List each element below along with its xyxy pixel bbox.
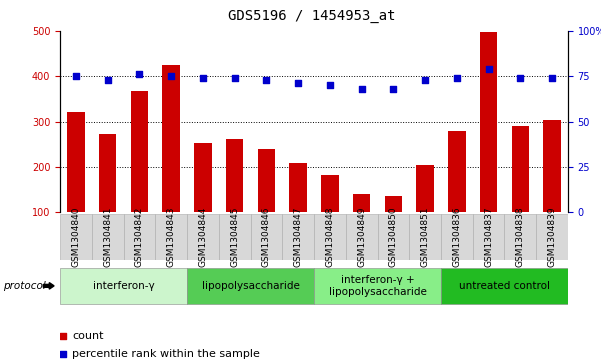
Bar [290, 163, 307, 212]
Text: GSM1304849: GSM1304849 [357, 207, 366, 267]
Point [261, 77, 271, 83]
Bar [346, 214, 377, 260]
Text: GSM1304846: GSM1304846 [262, 207, 271, 267]
Text: interferon-γ +
lipopolysaccharide: interferon-γ + lipopolysaccharide [329, 275, 427, 297]
Text: count: count [72, 331, 103, 341]
Point [71, 73, 81, 79]
Bar [60, 268, 187, 304]
Bar [155, 214, 187, 260]
Text: GSM1304842: GSM1304842 [135, 207, 144, 267]
Text: lipopolysaccharide: lipopolysaccharide [201, 281, 299, 291]
Bar [543, 120, 561, 212]
Point [325, 82, 335, 88]
Bar [162, 65, 180, 212]
Point [484, 66, 493, 72]
Bar [92, 214, 124, 260]
Text: GDS5196 / 1454953_at: GDS5196 / 1454953_at [228, 9, 396, 23]
Bar [131, 91, 148, 212]
Point [420, 77, 430, 83]
Text: GSM1304850: GSM1304850 [389, 207, 398, 267]
Bar [385, 196, 402, 212]
Point [198, 75, 208, 81]
Bar [67, 111, 85, 212]
Text: untreated control: untreated control [459, 281, 550, 291]
Bar [60, 214, 92, 260]
Text: GSM1304845: GSM1304845 [230, 207, 239, 267]
Bar [194, 143, 212, 212]
Bar [321, 175, 338, 212]
Text: GSM1304843: GSM1304843 [166, 207, 175, 267]
Point [389, 86, 398, 92]
Point [233, 289, 242, 295]
Point [233, 124, 242, 130]
Bar [99, 134, 117, 212]
Bar [219, 214, 251, 260]
Bar [353, 194, 370, 212]
Point [166, 73, 176, 79]
Text: GSM1304847: GSM1304847 [294, 207, 303, 267]
Bar [511, 126, 529, 212]
Text: protocol: protocol [3, 281, 46, 291]
Text: GSM1304844: GSM1304844 [198, 207, 207, 267]
Bar [282, 214, 314, 260]
Point [103, 77, 112, 83]
Text: GSM1304838: GSM1304838 [516, 207, 525, 267]
Text: GSM1304837: GSM1304837 [484, 207, 493, 267]
Text: GSM1304841: GSM1304841 [103, 207, 112, 267]
Text: GSM1304836: GSM1304836 [453, 207, 462, 267]
Point [548, 75, 557, 81]
Bar [536, 214, 568, 260]
Text: GSM1304851: GSM1304851 [421, 207, 430, 267]
Bar [251, 214, 282, 260]
Point [293, 81, 303, 86]
Bar [187, 214, 219, 260]
Point [357, 86, 367, 92]
Bar [480, 32, 497, 212]
Point [230, 75, 239, 81]
Bar [226, 139, 243, 212]
Bar [416, 165, 434, 212]
Bar [409, 214, 441, 260]
Text: GSM1304848: GSM1304848 [325, 207, 334, 267]
Text: GSM1304839: GSM1304839 [548, 207, 557, 267]
Bar [124, 214, 155, 260]
Text: percentile rank within the sample: percentile rank within the sample [72, 349, 260, 359]
Bar [441, 268, 568, 304]
Bar [187, 268, 314, 304]
FancyArrow shape [43, 282, 54, 289]
Bar [504, 214, 536, 260]
Text: GSM1304840: GSM1304840 [72, 207, 81, 267]
Point [452, 75, 462, 81]
Point [135, 72, 144, 77]
Bar [473, 214, 504, 260]
Bar [258, 149, 275, 212]
Bar [448, 131, 466, 212]
Text: interferon-γ: interferon-γ [93, 281, 154, 291]
Bar [377, 214, 409, 260]
Bar [314, 214, 346, 260]
Bar [441, 214, 473, 260]
Bar [314, 268, 441, 304]
Point [516, 75, 525, 81]
